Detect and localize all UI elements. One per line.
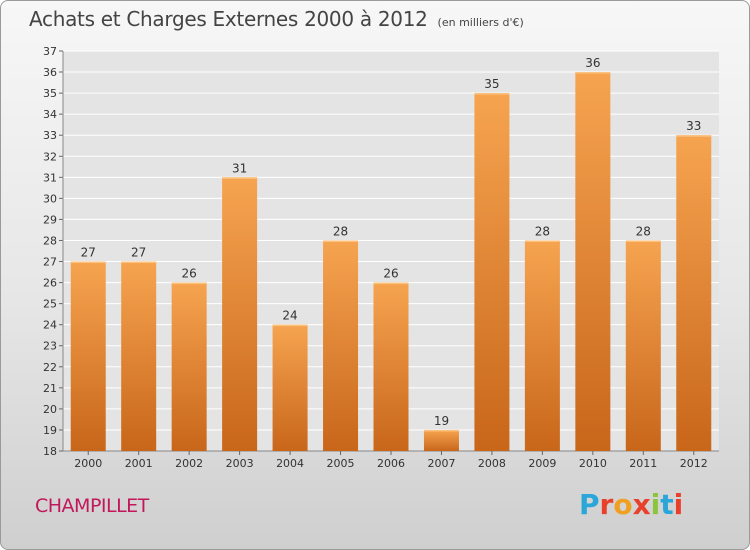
bar-top-highlight <box>524 240 560 242</box>
bar-top-highlight <box>70 261 106 264</box>
bar-top-highlight <box>676 135 712 137</box>
commune-name: CHAMPILLET <box>35 495 149 517</box>
y-tick-label: 20 <box>43 403 57 416</box>
x-tick-label-2008: 2008 <box>478 457 506 470</box>
chart-title: Achats et Charges Externes 2000 à 2012 (e… <box>29 7 524 31</box>
y-tick-label: 19 <box>43 424 57 437</box>
data-label-2001: 27 <box>131 246 146 260</box>
x-tick-label-2000: 2000 <box>74 457 102 470</box>
x-tick-label-2011: 2011 <box>629 457 657 470</box>
x-tick-label-2005: 2005 <box>327 457 355 470</box>
x-tick-label-2010: 2010 <box>579 457 607 470</box>
data-label-2009: 28 <box>535 224 550 238</box>
x-tick-label-2012: 2012 <box>680 457 708 470</box>
bar-layer <box>70 72 712 452</box>
data-label-2002: 26 <box>182 267 197 281</box>
proxiti-logo[interactable]: Proxiti <box>579 488 683 521</box>
y-tick-label: 22 <box>43 361 57 374</box>
bar-top-highlight <box>121 261 157 264</box>
y-tick-label: 34 <box>43 108 57 121</box>
bar-top-highlight <box>625 240 661 242</box>
y-tick-label: 27 <box>43 256 57 269</box>
bar-top-highlight <box>474 93 510 95</box>
bar-top-highlight <box>575 72 611 74</box>
y-tick-label: 26 <box>43 277 57 290</box>
bar-2004 <box>272 324 308 451</box>
data-label-2000: 27 <box>81 246 96 260</box>
axis-layer: 18 19 20 21 22 23 24 25 26 27 28 29 30 31 32 33 34 35 36 37… <box>43 45 719 470</box>
label-layer: 27 27 26 31 24 28 26 19 35 28 36 28 33 <box>81 56 702 428</box>
x-tick-label-2006: 2006 <box>377 457 405 470</box>
data-label-2004: 24 <box>282 309 297 323</box>
bar-2001 <box>121 261 157 451</box>
data-label-2003: 31 <box>232 161 247 175</box>
x-tick-label-2004: 2004 <box>276 457 304 470</box>
y-tick-label: 21 <box>43 382 57 395</box>
chart-title-text: Achats et Charges Externes 2000 à 2012 <box>29 7 428 31</box>
bar-top-highlight <box>373 282 409 285</box>
bar-2012 <box>676 135 712 452</box>
logo-letter: r <box>599 488 614 521</box>
data-label-2007: 19 <box>434 414 449 428</box>
data-label-2006: 26 <box>383 267 398 281</box>
x-tick-label-2007: 2007 <box>427 457 455 470</box>
bar-top-highlight <box>171 282 207 285</box>
logo-letter: x <box>632 488 651 521</box>
data-label-2005: 28 <box>333 224 348 238</box>
bar-2011 <box>625 240 661 451</box>
y-tick-label: 28 <box>43 234 57 247</box>
data-label-2012: 33 <box>686 119 701 133</box>
x-tick-label-2001: 2001 <box>125 457 153 470</box>
data-label-2011: 28 <box>636 224 651 238</box>
bar-2010 <box>575 72 611 451</box>
bar-2006 <box>373 282 409 451</box>
bar-2007 <box>423 429 459 451</box>
y-tick-label: 29 <box>43 213 57 226</box>
bar-2003 <box>222 177 258 451</box>
data-label-2008: 35 <box>484 77 499 91</box>
y-tick-label: 36 <box>43 66 57 79</box>
y-tick-label: 35 <box>43 87 57 100</box>
logo-letter: i <box>650 488 661 521</box>
y-tick-label: 33 <box>43 129 57 142</box>
logo-letter: o <box>613 488 633 521</box>
y-tick-label: 25 <box>43 298 57 311</box>
logo-letter: P <box>579 488 600 521</box>
bar-top-highlight <box>423 429 459 432</box>
bar-2005 <box>323 240 359 451</box>
y-tick-label: 30 <box>43 192 57 205</box>
bar-top-highlight <box>323 240 359 242</box>
x-tick-label-2009: 2009 <box>528 457 556 470</box>
data-label-2010: 36 <box>585 56 600 70</box>
logo-letter: i <box>673 488 684 521</box>
bar-2008 <box>474 93 510 452</box>
bar-top-highlight <box>222 177 258 179</box>
x-tick-label-2003: 2003 <box>226 457 254 470</box>
x-tick-label-2002: 2002 <box>175 457 203 470</box>
bar-top-highlight <box>272 324 308 327</box>
y-tick-label: 31 <box>43 171 57 184</box>
chart-subtitle: (en milliers d'€) <box>437 16 524 29</box>
y-tick-label: 37 <box>43 45 57 58</box>
y-tick-label: 18 <box>43 445 57 458</box>
y-tick-label: 32 <box>43 150 57 163</box>
bar-2002 <box>171 282 207 451</box>
logo-letter: t <box>660 488 674 521</box>
y-tick-label: 24 <box>43 319 57 332</box>
bar-2000 <box>70 261 106 451</box>
y-tick-label: 23 <box>43 340 57 353</box>
bar-2009 <box>524 240 560 451</box>
